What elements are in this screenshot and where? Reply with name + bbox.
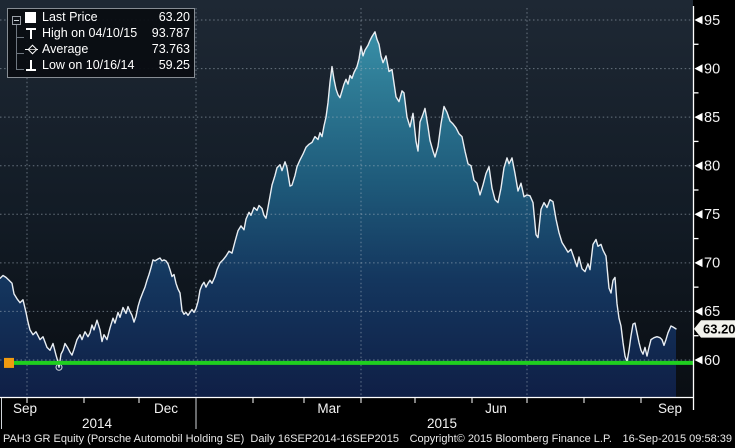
x-axis-month-label: Dec	[154, 401, 178, 416]
y-axis-label: 95	[704, 13, 720, 29]
y-axis-label: 80	[704, 159, 720, 175]
y-tick-arrow-icon	[694, 258, 703, 268]
security-description: PAH3 GR Equity (Porsche Automobil Holdin…	[3, 433, 400, 445]
y-axis-label: 65	[704, 304, 720, 320]
y-tick-arrow-icon	[694, 15, 703, 25]
legend-item-high[interactable]: High on 04/10/15 93.787	[8, 25, 194, 41]
legend-label: Average	[42, 42, 89, 56]
legend-label: Last Price	[42, 10, 98, 24]
x-axis-month-label: Mar	[317, 401, 341, 416]
x-axis-month-label: Jun	[485, 401, 507, 416]
status-bar: PAH3 GR Equity (Porsche Automobil Holdin…	[0, 430, 735, 448]
legend-item-last-price[interactable]: Last Price 63.20	[8, 9, 194, 25]
y-axis-label: 60	[704, 353, 720, 369]
annotation-line[interactable]	[4, 357, 693, 368]
last-price-tag-label: 63.20	[703, 322, 735, 337]
y-tick-arrow-icon	[694, 112, 703, 122]
y-axis-label: 90	[704, 61, 720, 77]
copyright-text: Copyright© 2015 Bloomberg Finance L.P.	[409, 433, 612, 445]
y-axis-label: 70	[704, 256, 720, 272]
alert-line-handle-icon[interactable]	[4, 357, 14, 368]
x-axis-year-label: 2014	[82, 416, 113, 431]
average-marker-icon	[25, 43, 38, 56]
y-tick-arrow-icon	[694, 64, 703, 73]
legend-label: Low on 10/16/14	[42, 58, 135, 72]
legend-item-low[interactable]: Low on 10/16/14 59.25	[8, 57, 194, 73]
y-axis-label: 85	[704, 110, 720, 126]
low-marker-icon	[25, 59, 38, 72]
x-axis: Sep Dec Mar Jun Sep 2014 2015	[0, 396, 694, 431]
legend-tree-line	[16, 25, 17, 69]
last-price-swatch-icon	[25, 11, 36, 23]
y-tick-arrow-icon	[694, 355, 703, 365]
legend-value: 59.25	[158, 58, 190, 72]
x-axis-year-label: 2015	[427, 416, 457, 431]
y-tick-arrow-icon	[694, 209, 703, 219]
high-marker-icon	[25, 27, 38, 40]
legend-value: 63.20	[158, 10, 190, 24]
legend-label: High on 04/10/15	[42, 26, 138, 40]
y-axis: 60 65 70 75 80 85 90 95 63.20	[692, 6, 735, 410]
y-tick-arrow-icon	[694, 161, 703, 171]
timestamp: 16-Sep-2015 09:58:39	[622, 433, 732, 445]
legend-value: 93.787	[151, 26, 190, 40]
legend-item-average[interactable]: Average 73.763	[8, 41, 194, 57]
y-tick-arrow-icon	[694, 307, 703, 316]
chart-legend[interactable]: Last Price 63.20 High on 04/10/15 93.787…	[7, 8, 195, 78]
legend-value: 73.763	[151, 42, 190, 56]
x-axis-month-label: Sep	[658, 401, 682, 416]
legend-collapse-icon[interactable]	[12, 16, 21, 25]
last-price-tag	[694, 320, 735, 338]
area-series	[0, 31, 676, 398]
y-axis-label: 75	[704, 207, 720, 223]
x-axis-month-label: Sep	[13, 401, 37, 416]
